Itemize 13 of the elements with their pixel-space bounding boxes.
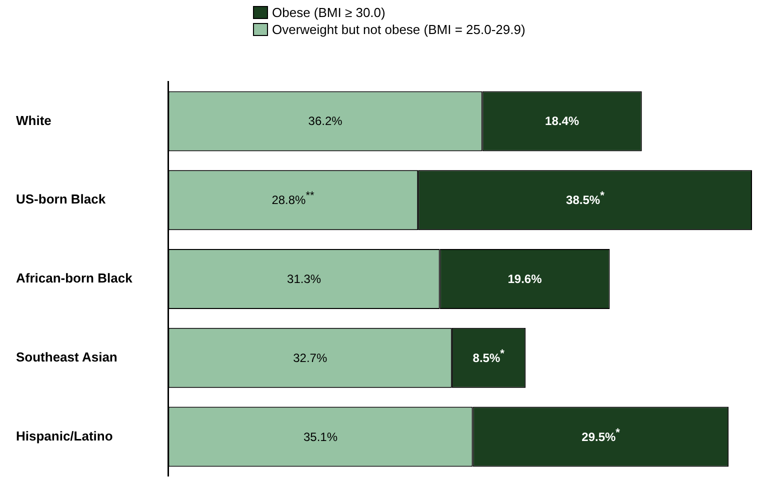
y-tick-label: African-born Black [16,270,134,286]
data-label: 32.7% [293,350,328,365]
y-tick-label: Hispanic/Latino [16,428,113,444]
y-tick-label: White [16,112,52,128]
data-label: 19.6% [508,272,542,286]
y-tick-label: US-born Black [16,192,106,207]
y-tick-label: Southeast Asian [16,349,118,364]
data-label: 31.3% [287,272,322,286]
data-label: 35.1% [304,430,338,444]
data-label: 18.4% [545,114,580,128]
data-label: 36.2% [308,114,342,128]
legend-label: Overweight but not obese (BMI = 25.0-29.9) [272,22,526,37]
legend-label: Obese (BMI ≥ 30.0) [272,5,386,20]
